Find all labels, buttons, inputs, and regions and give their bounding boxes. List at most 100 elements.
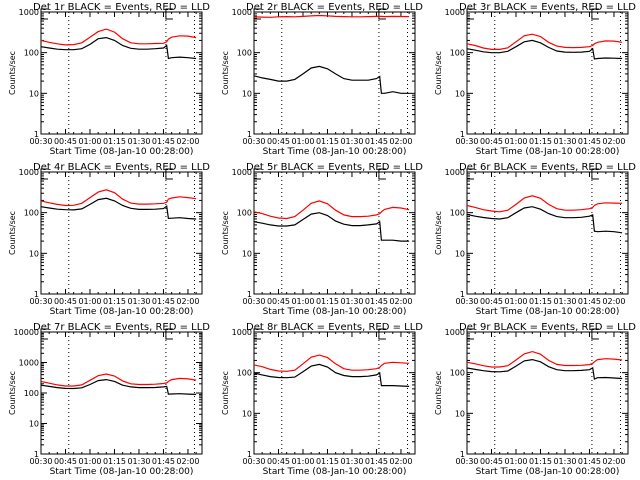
plot-frame: [40, 331, 203, 455]
y-axis-label: Counts/sec: [8, 211, 17, 255]
y-tick-label: 1: [34, 130, 39, 139]
panel-title: Det 8r BLACK = Events, RED = LLD: [246, 322, 423, 333]
series-events-line: [466, 39, 623, 60]
x-tick-label: 01:45: [152, 137, 175, 146]
y-axis-label: Counts/sec: [434, 51, 443, 95]
x-axis-label: Start Time (08-Jan-10 00:28:00): [476, 307, 620, 317]
y-tick-label: 1000: [445, 168, 465, 177]
e-marker: [165, 8, 173, 20]
y-axis-label: Counts/sec: [8, 371, 17, 415]
x-tick-label: 00:45: [54, 297, 77, 306]
series-lld-line: [40, 189, 197, 207]
x-tick-label: 01:30: [340, 297, 363, 306]
y-tick-label: 1: [460, 130, 465, 139]
e-marker: [466, 168, 474, 180]
y-tick-label: 10: [242, 249, 252, 258]
y-tick-label: 10: [455, 89, 465, 98]
y-tick-label: 10000: [14, 328, 39, 337]
y-axis-label: Counts/sec: [221, 211, 230, 255]
x-tick-label: 01:15: [529, 137, 552, 146]
x-tick-label: 02:00: [389, 137, 412, 146]
e-marker: [378, 328, 386, 340]
x-axis-label: Start Time (08-Jan-10 00:28:00): [50, 467, 194, 477]
series-lld-line: [253, 14, 410, 18]
y-axis-label: Counts/sec: [434, 371, 443, 415]
x-tick-label: 00:30: [455, 457, 478, 466]
y-tick-label: 100: [24, 389, 39, 398]
y-tick-label: 100: [24, 49, 39, 58]
e-marker: [40, 168, 48, 180]
series-lld-line: [253, 200, 410, 220]
y-tick-label: 10: [455, 409, 465, 418]
x-axis-label: Start Time (08-Jan-10 00:28:00): [476, 147, 620, 157]
x-tick-label: 01:15: [316, 457, 339, 466]
x-tick-label: 01:00: [78, 137, 101, 146]
x-tick-label: 02:00: [602, 297, 625, 306]
x-tick-label: 00:45: [267, 457, 290, 466]
e-marker: [253, 328, 261, 340]
y-tick-label: 1000: [445, 328, 465, 337]
x-axis-label: Start Time (08-Jan-10 00:28:00): [263, 467, 407, 477]
series-lld-line: [466, 33, 623, 50]
y-tick-label: 10: [29, 420, 39, 429]
panel-det-1: Det 1r BLACK = Events, RED = LLD 1 10 100 10…: [8, 2, 210, 157]
y-axis-label: Counts/sec: [221, 51, 230, 95]
e-marker: [466, 8, 474, 20]
y-tick-label: 1000: [19, 359, 39, 368]
series-lld-line: [253, 354, 410, 372]
x-tick-label: 01:30: [340, 457, 363, 466]
x-axis-label: Start Time (08-Jan-10 00:28:00): [50, 307, 194, 317]
x-tick-label: 02:00: [602, 137, 625, 146]
y-tick-label: 1000: [19, 8, 39, 17]
x-tick-label: 01:45: [152, 457, 175, 466]
x-tick-label: 01:45: [578, 457, 601, 466]
x-tick-label: 01:00: [78, 297, 101, 306]
plot-frame: [40, 11, 203, 135]
x-tick-label: 00:30: [242, 457, 265, 466]
e-marker: [591, 8, 599, 20]
e-marker: [253, 168, 261, 180]
plot-frame: [40, 171, 203, 295]
panel-det-6: Det 6r BLACK = Events, RED = LLD 1 10 100 10…: [434, 162, 636, 317]
plot-frame: [253, 331, 416, 455]
x-tick-label: 00:30: [29, 137, 52, 146]
x-tick-label: 01:30: [340, 137, 363, 146]
x-tick-label: 01:30: [553, 137, 576, 146]
e-marker: [165, 328, 173, 340]
y-tick-label: 10: [29, 89, 39, 98]
x-tick-label: 02:00: [389, 457, 412, 466]
y-tick-label: 100: [24, 209, 39, 218]
x-tick-label: 01:30: [127, 137, 150, 146]
x-tick-label: 00:45: [480, 137, 503, 146]
y-tick-label: 100: [237, 209, 252, 218]
e-marker: [40, 328, 48, 340]
panel-det-7: Det 7r BLACK = Events, RED = LLD 1 10 100 10…: [8, 322, 210, 477]
e-marker: [378, 168, 386, 180]
plot-frame: [466, 171, 629, 295]
y-tick-label: 1000: [445, 8, 465, 17]
panel-title: Det 3r BLACK = Events, RED = LLD: [459, 2, 636, 13]
series-events-line: [253, 212, 410, 242]
x-tick-label: 01:00: [291, 137, 314, 146]
x-tick-label: 01:15: [529, 297, 552, 306]
x-tick-label: 01:30: [127, 457, 150, 466]
series-lld-line: [466, 350, 623, 368]
x-tick-label: 00:30: [29, 457, 52, 466]
y-tick-label: 1: [247, 450, 252, 459]
y-tick-label: 10: [455, 249, 465, 258]
x-tick-label: 01:15: [103, 297, 126, 306]
x-tick-label: 01:00: [504, 457, 527, 466]
x-tick-label: 01:15: [316, 137, 339, 146]
x-tick-label: 00:45: [54, 457, 77, 466]
panel-title: Det 5r BLACK = Events, RED = LLD: [246, 162, 423, 173]
x-tick-label: 00:30: [242, 297, 265, 306]
x-tick-label: 01:15: [103, 457, 126, 466]
x-tick-label: 01:15: [529, 457, 552, 466]
x-tick-label: 01:45: [365, 137, 388, 146]
series-lld-line: [40, 28, 197, 46]
x-tick-label: 01:45: [365, 297, 388, 306]
y-tick-label: 100: [237, 49, 252, 58]
x-axis-label: Start Time (08-Jan-10 00:28:00): [476, 467, 620, 477]
plot-frame: [466, 331, 629, 455]
panel-title: Det 2r BLACK = Events, RED = LLD: [246, 2, 423, 13]
